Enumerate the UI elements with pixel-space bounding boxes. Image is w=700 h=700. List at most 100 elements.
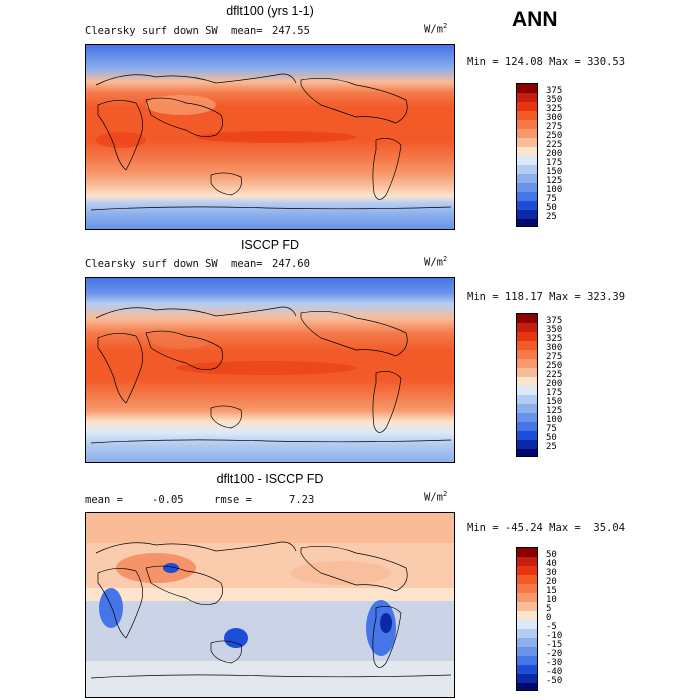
panel-2-cb-swatch bbox=[517, 377, 537, 386]
panel-3-minmax: Min = -45.24 Max = 35.04 bbox=[467, 522, 626, 534]
panel-1-cb-swatch bbox=[517, 201, 537, 210]
cb-label: 15 bbox=[546, 586, 557, 596]
panel-2-cb-swatch bbox=[517, 314, 537, 323]
panel-2-cb-swatch bbox=[517, 440, 537, 449]
panel-3-map bbox=[85, 512, 455, 698]
cb-label: 300 bbox=[546, 343, 563, 353]
panel-3-cb-swatch bbox=[517, 557, 537, 566]
cb-label: 275 bbox=[546, 122, 563, 132]
panel-2-units: W/m2 bbox=[424, 255, 448, 269]
panel-2-cb-swatch bbox=[517, 395, 537, 404]
panel-3-cb-swatch bbox=[517, 575, 537, 584]
cb-label: 300 bbox=[546, 113, 563, 123]
cb-label: 375 bbox=[546, 316, 563, 326]
panel-3-colorbar bbox=[516, 547, 538, 691]
cb-label: 25 bbox=[546, 212, 557, 222]
panel-1-cb-swatch bbox=[517, 219, 537, 226]
panel-3-cb-swatch bbox=[517, 611, 537, 620]
panel-1-cb-swatch bbox=[517, 120, 537, 129]
panel-1-cb-swatch bbox=[517, 129, 537, 138]
panel-1-variable: Clearsky surf down SW bbox=[85, 25, 218, 37]
panel-1-minmax: Min = 124.08 Max = 330.53 bbox=[467, 56, 626, 68]
panel-3-cb-swatch bbox=[517, 674, 537, 683]
panel-3-cb-swatch bbox=[517, 665, 537, 674]
panel-1-cb-swatch bbox=[517, 183, 537, 192]
panel-3-cb-swatch bbox=[517, 647, 537, 656]
cb-label: 40 bbox=[546, 559, 557, 569]
panel-3-cb-swatch bbox=[517, 602, 537, 611]
panel-2-cb-swatch bbox=[517, 422, 537, 431]
panel-1-map bbox=[85, 44, 455, 230]
cb-label: 150 bbox=[546, 167, 563, 177]
panel-2-colorbar-labels: 375 350 325 300 275 250 225 200 175 150 … bbox=[546, 313, 586, 463]
panel-1-cb-swatch bbox=[517, 111, 537, 120]
cb-label: 50 bbox=[546, 203, 557, 213]
panel-2-minmax: Min = 118.17 Max = 323.39 bbox=[467, 291, 626, 303]
panel-1-mean-label: mean= bbox=[231, 25, 263, 37]
panel-2-cb-swatch bbox=[517, 404, 537, 413]
panel-2-colorbar bbox=[516, 313, 538, 457]
cb-label: 30 bbox=[546, 568, 557, 578]
cb-label: 50 bbox=[546, 433, 557, 443]
cb-label: 125 bbox=[546, 406, 563, 416]
cb-label: -10 bbox=[546, 631, 563, 641]
panel-3-mean-value: -0.05 bbox=[152, 494, 184, 506]
panel-2-cb-swatch bbox=[517, 323, 537, 332]
season-label: ANN bbox=[512, 8, 558, 31]
panel-3-title: dflt100 - ISCCP FD bbox=[216, 472, 324, 486]
panel-3-rmse-label: rmse = bbox=[214, 494, 252, 506]
panel-1-cb-swatch bbox=[517, 165, 537, 174]
panel-3-cb-swatch bbox=[517, 656, 537, 665]
panel-2-title: ISCCP FD bbox=[240, 238, 300, 252]
panel-2-cb-swatch bbox=[517, 368, 537, 377]
cb-label: -50 bbox=[546, 676, 563, 686]
cb-label: 5 bbox=[546, 604, 552, 614]
panel-1-units: W/m2 bbox=[424, 22, 448, 36]
panel-3-cb-swatch bbox=[517, 593, 537, 602]
panel-1-colorbar bbox=[516, 83, 538, 227]
panel-3-cb-swatch bbox=[517, 638, 537, 647]
panel-2-variable: Clearsky surf down SW bbox=[85, 258, 218, 270]
cb-label: -15 bbox=[546, 640, 563, 650]
cb-label: 175 bbox=[546, 388, 563, 398]
cb-label: -5 bbox=[546, 622, 557, 632]
panel-1-cb-swatch bbox=[517, 102, 537, 111]
cb-label: 250 bbox=[546, 361, 563, 371]
panel-2-cb-swatch bbox=[517, 332, 537, 341]
panel-1-mean-value: 247.55 bbox=[272, 25, 310, 37]
panel-3-cb-swatch bbox=[517, 629, 537, 638]
cb-label: 0 bbox=[546, 613, 552, 623]
panel-3-rmse-value: 7.23 bbox=[289, 494, 315, 506]
cb-label: 200 bbox=[546, 379, 563, 389]
cb-label: 225 bbox=[546, 140, 563, 150]
panel-2-cb-swatch bbox=[517, 413, 537, 422]
cb-label: 100 bbox=[546, 415, 563, 425]
panel-1-cb-swatch bbox=[517, 84, 537, 93]
panel-3-cb-swatch bbox=[517, 566, 537, 575]
panel-1-colorbar-labels: 375 350 325 300 275 250 225 200 175 150 … bbox=[546, 83, 586, 233]
cb-label: -20 bbox=[546, 649, 563, 659]
cb-label: 125 bbox=[546, 176, 563, 186]
panel-1-cb-swatch bbox=[517, 147, 537, 156]
cb-label: 350 bbox=[546, 95, 563, 105]
cb-label: 20 bbox=[546, 577, 557, 587]
cb-label: 75 bbox=[546, 424, 557, 434]
panel-2-cb-swatch bbox=[517, 386, 537, 395]
panel-1-cb-swatch bbox=[517, 93, 537, 102]
cb-label: 25 bbox=[546, 442, 557, 452]
cb-label: 250 bbox=[546, 131, 563, 141]
panel-1-cb-swatch bbox=[517, 174, 537, 183]
cb-label: 175 bbox=[546, 158, 563, 168]
cb-label: -40 bbox=[546, 667, 563, 677]
panel-2-cb-swatch bbox=[517, 350, 537, 359]
panel-3-cb-swatch bbox=[517, 548, 537, 557]
cb-label: 100 bbox=[546, 185, 563, 195]
cb-label: 50 bbox=[546, 550, 557, 560]
cb-label: 325 bbox=[546, 334, 563, 344]
panel-2-mean-label: mean= bbox=[231, 258, 263, 270]
panel-1-cb-swatch bbox=[517, 192, 537, 201]
panel-1-title: dflt100 (yrs 1-1) bbox=[226, 4, 314, 18]
panel-3-cb-swatch bbox=[517, 683, 537, 690]
cb-label: 75 bbox=[546, 194, 557, 204]
cb-label: 275 bbox=[546, 352, 563, 362]
